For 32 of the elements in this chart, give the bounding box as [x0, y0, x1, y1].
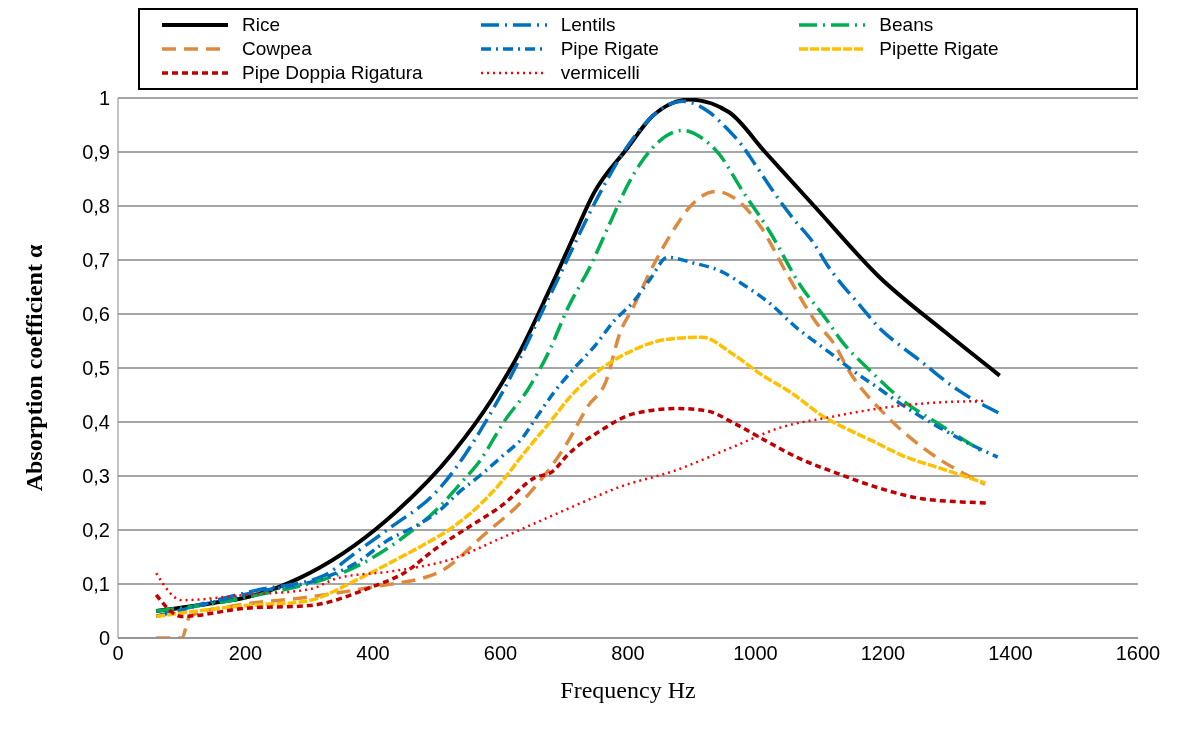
y-tick-label: 0,6 [82, 303, 110, 326]
line-series [154, 189, 987, 638]
y-tick-label: 1 [98, 87, 110, 110]
y-axis-title: Absorption coefficient α [20, 244, 47, 492]
x-tick-label: 1200 [860, 642, 906, 665]
x-tick-label: 800 [611, 642, 645, 665]
legend-label: Pipe Doppia Rigatura [242, 62, 423, 84]
y-tick-label: 0,2 [82, 519, 110, 542]
x-tick-label: 1400 [988, 642, 1033, 665]
y-tick-label: 0,1 [82, 573, 110, 596]
x-tick-label: 600 [483, 642, 518, 665]
y-tick-label: 0,3 [82, 465, 110, 488]
legend-label: Rice [242, 14, 281, 36]
x-axis-title: Frequency Hz [560, 677, 696, 703]
legend-label: Cowpea [242, 38, 312, 60]
x-tick-label: 400 [356, 642, 390, 665]
y-tick-label: 0 [98, 627, 110, 650]
x-tick-label: 1000 [733, 642, 778, 665]
x-tick-label: 0 [112, 642, 124, 665]
legend-label: Beans [879, 14, 934, 36]
y-tick-label: 0,7 [82, 249, 110, 272]
x-tick-label: 1600 [1115, 642, 1161, 665]
line-series [154, 335, 987, 619]
y-tick-label: 0,8 [82, 195, 110, 218]
legend-label: Pipette Rigate [879, 38, 999, 60]
legend-label: Lentils [560, 14, 616, 36]
x-tick-label: 200 [228, 642, 263, 665]
y-tick-label: 0,9 [82, 141, 110, 164]
y-tick-label: 0,4 [82, 411, 110, 434]
legend-label: Pipe Rigate [560, 38, 659, 60]
y-tick-label: 0,5 [82, 357, 110, 380]
legend-label: vermicelli [560, 62, 640, 84]
